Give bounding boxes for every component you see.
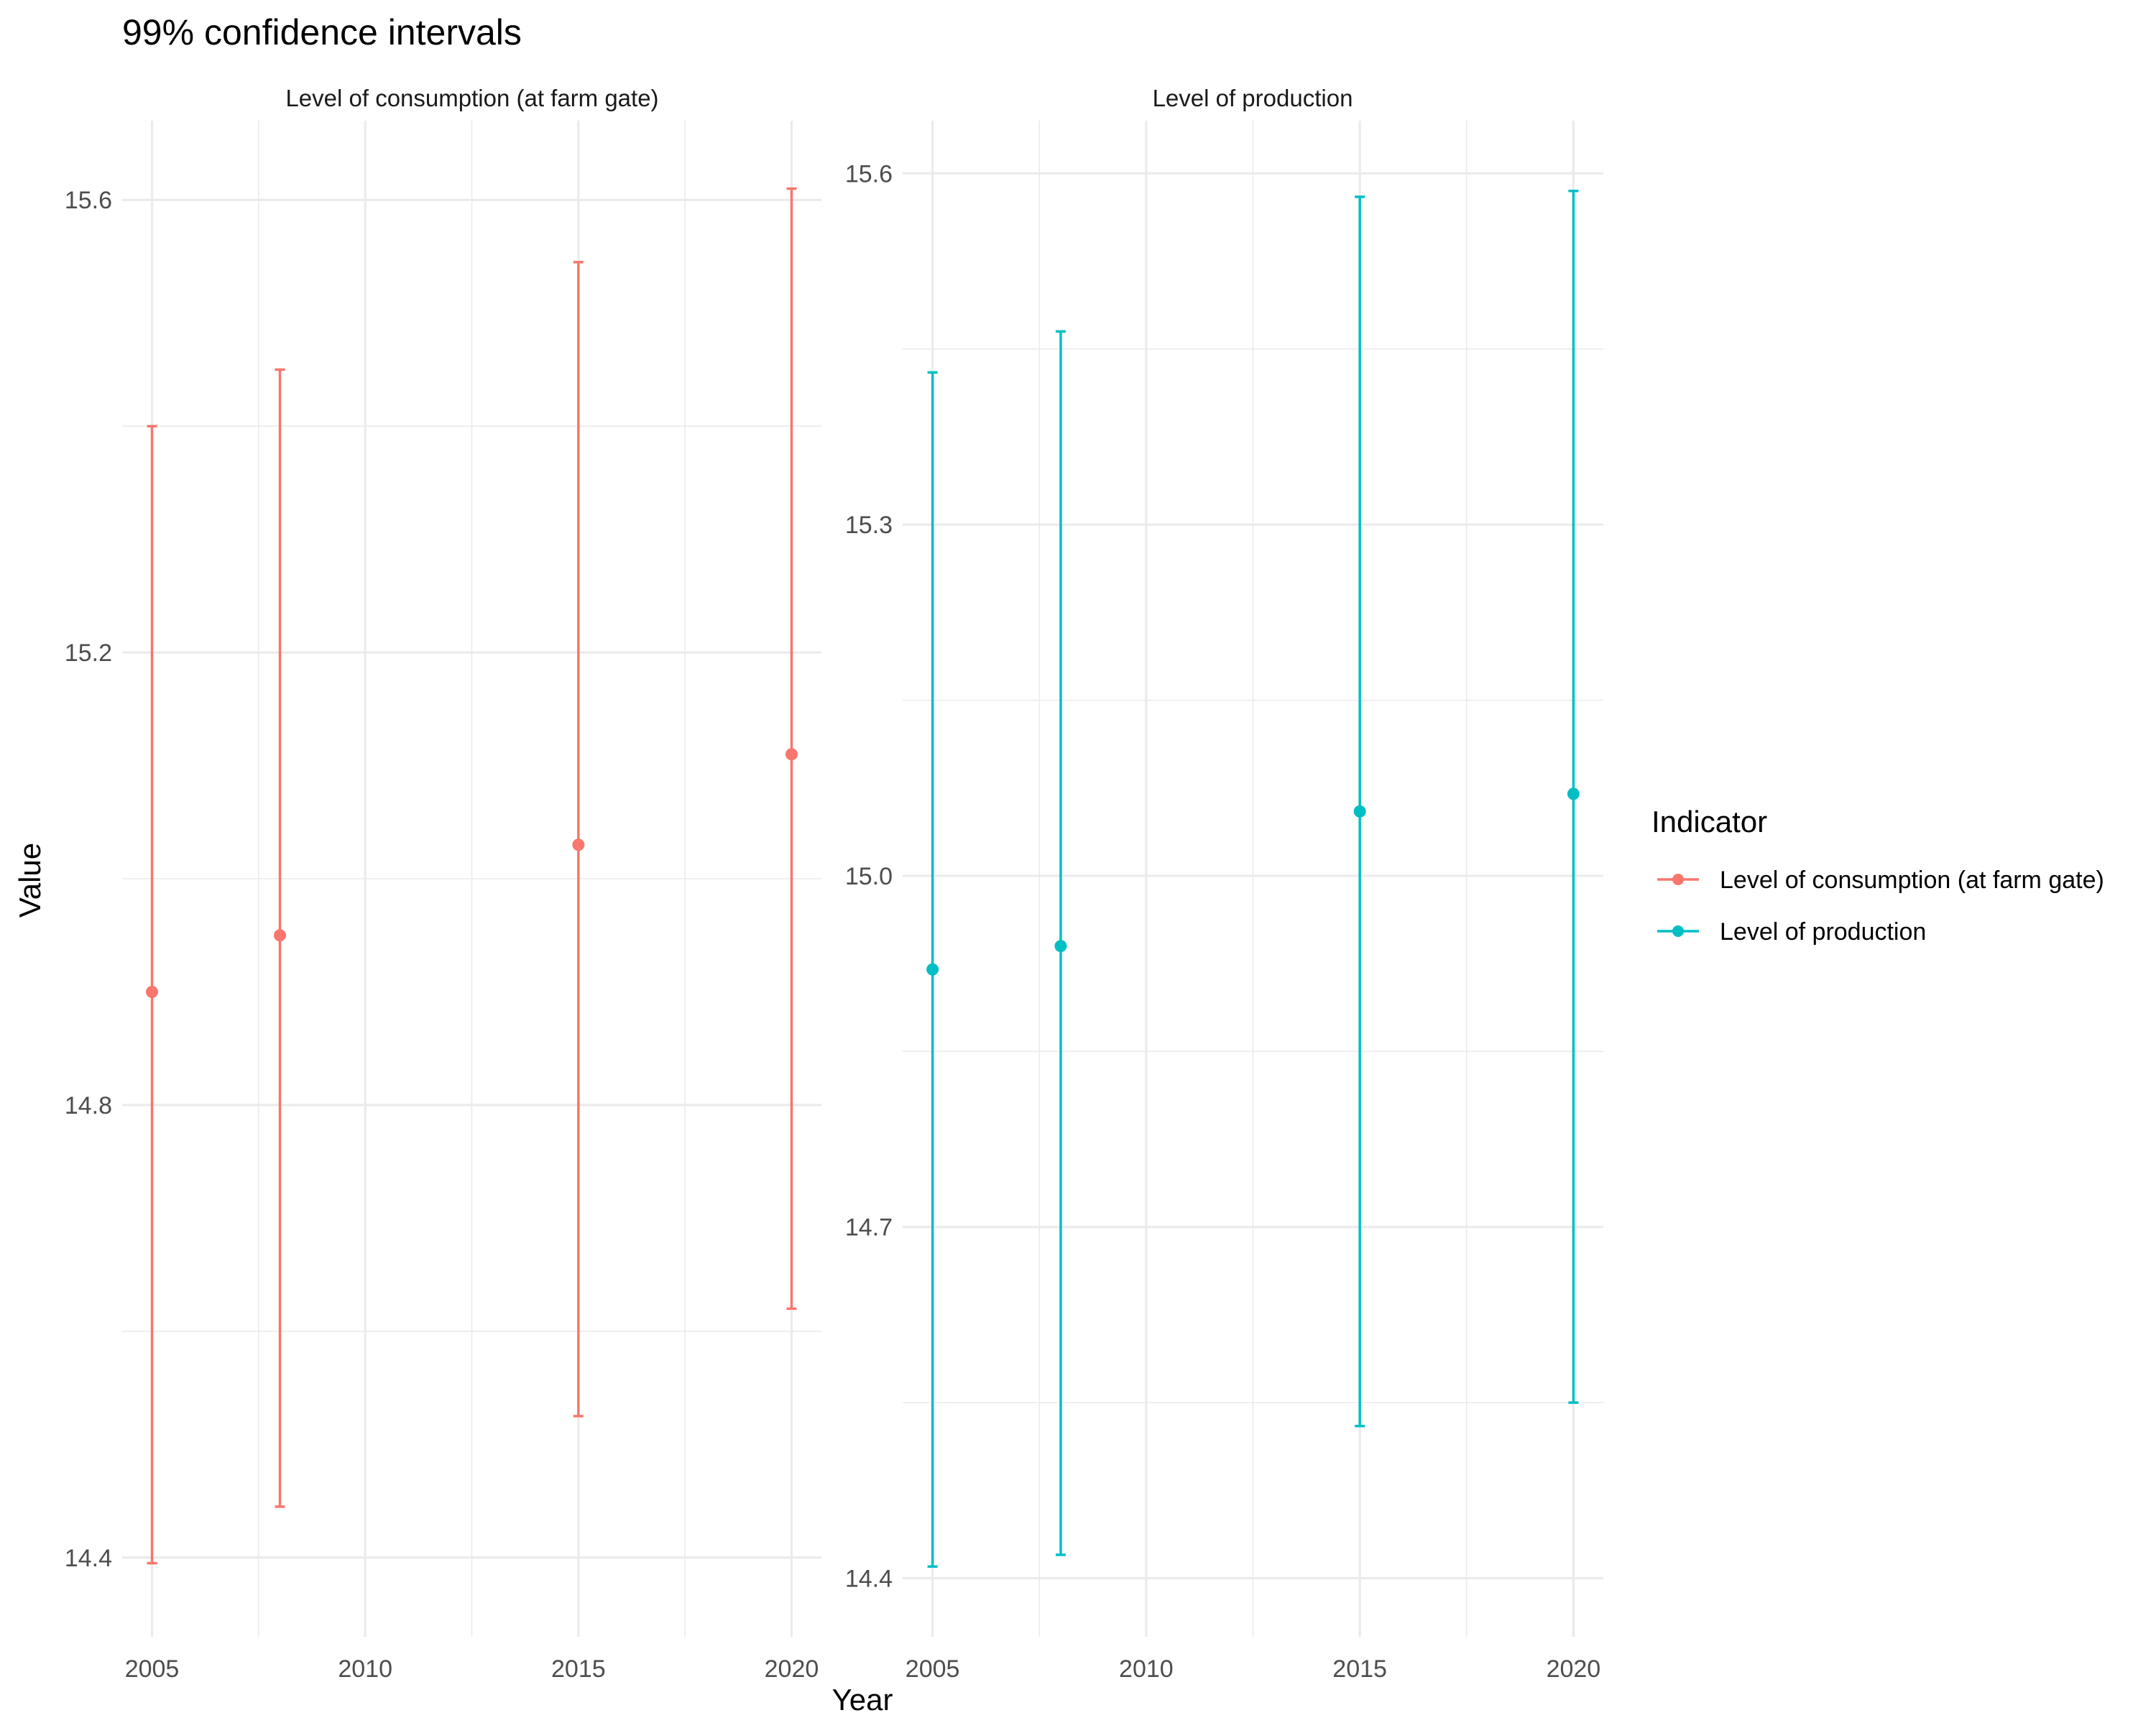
legend-entry-production: Level of production	[1657, 918, 1926, 946]
legend-key-point-consumption	[1672, 874, 1684, 885]
panel-consumption-marks	[146, 187, 798, 1565]
point-consumption-2005	[146, 985, 159, 998]
y-tick-label-production: 15.0	[845, 863, 893, 890]
legend-label-consumption: Level of consumption (at farm gate)	[1720, 867, 2104, 894]
y-tick-label-consumption: 14.8	[65, 1092, 112, 1119]
x-tick-label-production: 2010	[1119, 1655, 1174, 1683]
x-axis-title: Year	[832, 1683, 893, 1717]
point-production-2005	[926, 963, 939, 976]
y-tick-label-consumption: 14.4	[65, 1545, 112, 1572]
y-tick-label-consumption: 15.6	[65, 187, 112, 214]
strip-label-consumption: Level of consumption (at farm gate)	[285, 85, 658, 111]
point-consumption-2015	[572, 838, 585, 851]
panel-consumption: Level of consumption (at farm gate) 2005…	[65, 85, 821, 1683]
x-tick-label-consumption: 2005	[125, 1655, 180, 1683]
legend-key-point-production	[1672, 925, 1684, 937]
point-consumption-2008	[274, 929, 287, 942]
panel-production-ticks: 2005 2010 2015 2020 14.4 14.7 15.0 15.3 15.6	[845, 160, 1600, 1683]
x-tick-label-consumption: 2010	[338, 1655, 392, 1683]
y-tick-label-consumption: 15.2	[65, 639, 112, 667]
x-tick-label-production: 2005	[906, 1655, 960, 1683]
point-consumption-2020	[785, 748, 798, 761]
panel-production-marks	[926, 190, 1580, 1568]
y-tick-label-production: 14.7	[845, 1214, 893, 1242]
legend: Indicator Level of consumption (at farm …	[1651, 805, 2104, 946]
legend-title: Indicator	[1651, 805, 1767, 838]
x-tick-label-consumption: 2020	[765, 1655, 819, 1683]
y-axis-title: Value	[13, 843, 47, 918]
point-production-2015	[1353, 805, 1366, 818]
y-tick-label-production: 15.3	[845, 512, 893, 539]
x-tick-label-consumption: 2015	[551, 1655, 606, 1683]
point-production-2008	[1054, 940, 1067, 953]
chart-title: 99% confidence intervals	[122, 12, 522, 52]
panel-production: Level of production 2005 2010 2015 2020 14.4…	[845, 85, 1603, 1683]
legend-label-production: Level of production	[1720, 918, 1926, 946]
point-production-2020	[1567, 787, 1580, 800]
y-tick-label-production: 15.6	[845, 160, 893, 188]
panel-consumption-ticks: 2005 2010 2015 2020 14.4 14.8 15.2 15.6	[65, 187, 819, 1683]
legend-entry-consumption: Level of consumption (at farm gate)	[1657, 867, 2104, 894]
x-tick-label-production: 2015	[1332, 1655, 1387, 1683]
strip-label-production: Level of production	[1153, 85, 1353, 111]
y-tick-label-production: 14.4	[845, 1566, 893, 1593]
x-tick-label-production: 2020	[1547, 1655, 1601, 1683]
